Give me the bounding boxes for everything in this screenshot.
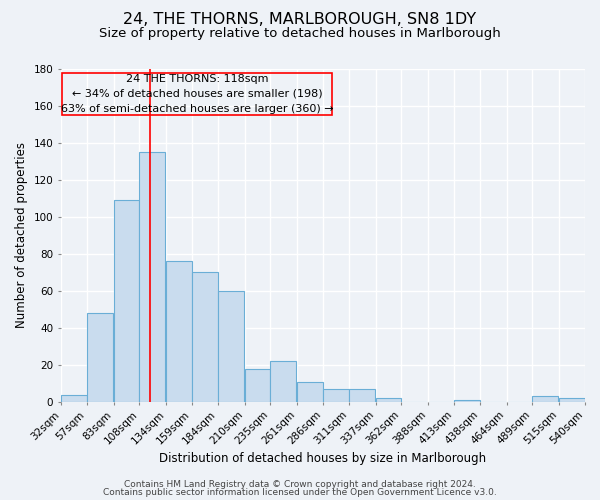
Bar — [532, 396, 558, 402]
Bar — [245, 368, 271, 402]
Bar — [113, 200, 139, 402]
Bar — [192, 272, 218, 402]
Text: Size of property relative to detached houses in Marlborough: Size of property relative to detached ho… — [99, 28, 501, 40]
Bar — [323, 389, 349, 402]
Text: 24, THE THORNS, MARLBOROUGH, SN8 1DY: 24, THE THORNS, MARLBOROUGH, SN8 1DY — [124, 12, 476, 28]
Bar — [61, 394, 87, 402]
Y-axis label: Number of detached properties: Number of detached properties — [15, 142, 28, 328]
Bar — [218, 291, 244, 402]
Bar — [271, 362, 296, 402]
Bar — [349, 389, 374, 402]
Bar — [166, 262, 192, 402]
Text: Contains HM Land Registry data © Crown copyright and database right 2024.: Contains HM Land Registry data © Crown c… — [124, 480, 476, 489]
Text: Contains public sector information licensed under the Open Government Licence v3: Contains public sector information licen… — [103, 488, 497, 497]
Text: ← 34% of detached houses are smaller (198): ← 34% of detached houses are smaller (19… — [72, 89, 322, 99]
Bar — [139, 152, 165, 402]
Text: 63% of semi-detached houses are larger (360) →: 63% of semi-detached houses are larger (… — [61, 104, 334, 114]
Bar — [454, 400, 480, 402]
X-axis label: Distribution of detached houses by size in Marlborough: Distribution of detached houses by size … — [160, 452, 487, 465]
Bar — [297, 382, 323, 402]
Bar — [87, 313, 113, 402]
Bar — [559, 398, 585, 402]
Bar — [376, 398, 401, 402]
Text: 24 THE THORNS: 118sqm: 24 THE THORNS: 118sqm — [126, 74, 268, 84]
